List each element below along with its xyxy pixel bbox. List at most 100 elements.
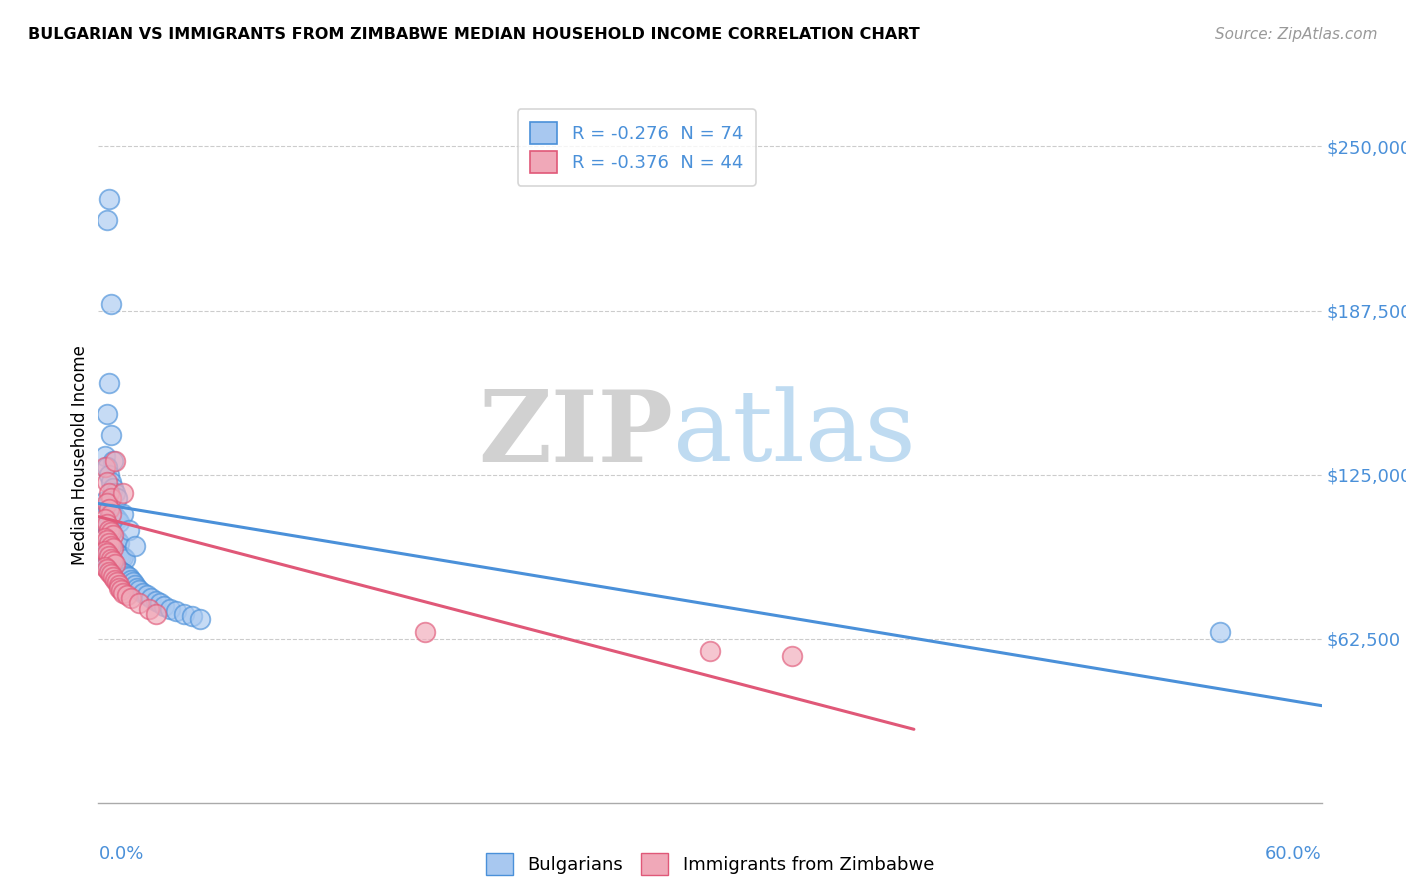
Point — [100, 491, 122, 506]
Text: 0.0%: 0.0% — [98, 845, 143, 863]
Point — [96, 533, 118, 548]
Point — [101, 543, 124, 558]
Point — [101, 559, 124, 574]
Point — [96, 499, 118, 513]
Point — [124, 539, 146, 553]
Point — [145, 607, 167, 621]
Point — [93, 539, 115, 553]
Point — [114, 551, 136, 566]
Point — [104, 545, 127, 559]
Point — [111, 486, 134, 500]
Point — [110, 583, 132, 598]
Point — [97, 501, 120, 516]
Legend: Bulgarians, Immigrants from Zimbabwe: Bulgarians, Immigrants from Zimbabwe — [477, 844, 943, 884]
Point — [104, 573, 127, 587]
Point — [100, 504, 122, 518]
Point — [111, 566, 134, 580]
Point — [96, 540, 118, 554]
Point — [101, 454, 124, 468]
Point — [96, 213, 118, 227]
Point — [138, 601, 160, 615]
Point — [101, 528, 124, 542]
Point — [97, 501, 120, 516]
Point — [93, 517, 115, 532]
Point — [136, 588, 159, 602]
Point — [104, 561, 127, 575]
Point — [110, 565, 132, 579]
Point — [97, 486, 120, 500]
Point — [96, 475, 118, 490]
Text: ZIP: ZIP — [478, 385, 673, 483]
Point — [101, 570, 124, 584]
Point — [188, 612, 212, 626]
Point — [108, 536, 131, 550]
Point — [108, 578, 131, 592]
Point — [108, 581, 131, 595]
Point — [104, 486, 127, 500]
Point — [97, 549, 120, 563]
Point — [96, 520, 118, 534]
Point — [96, 562, 118, 576]
Point — [100, 297, 122, 311]
Point — [100, 475, 122, 490]
Point — [122, 575, 145, 590]
Point — [118, 523, 141, 537]
Point — [105, 562, 128, 576]
Point — [101, 528, 124, 542]
Point — [105, 512, 128, 526]
Point — [120, 591, 142, 605]
Point — [145, 593, 167, 607]
Point — [111, 586, 134, 600]
Point — [100, 539, 122, 553]
Point — [105, 546, 128, 560]
Text: 60.0%: 60.0% — [1265, 845, 1322, 863]
Point — [97, 192, 120, 206]
Point — [110, 549, 132, 563]
Point — [105, 533, 128, 548]
Point — [152, 599, 174, 613]
Point — [97, 541, 120, 555]
Point — [97, 536, 120, 550]
Point — [101, 481, 124, 495]
Point — [100, 567, 122, 582]
Point — [93, 543, 115, 558]
Point — [96, 459, 118, 474]
Point — [105, 491, 128, 506]
Point — [97, 376, 120, 390]
Point — [100, 558, 122, 573]
Point — [118, 570, 141, 584]
Point — [108, 548, 131, 562]
Point — [105, 575, 128, 590]
Point — [1209, 625, 1232, 640]
Point — [96, 556, 118, 570]
Point — [96, 496, 118, 510]
Point — [97, 557, 120, 571]
Y-axis label: Median Household Income: Median Household Income — [70, 345, 89, 565]
Point — [149, 596, 172, 610]
Point — [111, 550, 134, 565]
Text: atlas: atlas — [673, 386, 917, 482]
Point — [93, 512, 115, 526]
Point — [114, 567, 136, 582]
Point — [108, 564, 131, 578]
Point — [93, 531, 115, 545]
Point — [159, 601, 181, 615]
Point — [97, 565, 120, 579]
Point — [97, 467, 120, 482]
Point — [165, 604, 187, 618]
Point — [100, 525, 122, 540]
Point — [96, 546, 118, 560]
Point — [100, 428, 122, 442]
Point — [96, 517, 118, 532]
Point — [100, 525, 122, 540]
Point — [104, 509, 127, 524]
Point — [104, 454, 127, 468]
Point — [127, 581, 149, 595]
Text: BULGARIAN VS IMMIGRANTS FROM ZIMBABWE MEDIAN HOUSEHOLD INCOME CORRELATION CHART: BULGARIAN VS IMMIGRANTS FROM ZIMBABWE ME… — [28, 27, 920, 42]
Point — [141, 591, 163, 605]
Point — [104, 531, 127, 545]
Point — [100, 507, 122, 521]
Point — [780, 648, 803, 663]
Point — [97, 523, 120, 537]
Point — [111, 507, 134, 521]
